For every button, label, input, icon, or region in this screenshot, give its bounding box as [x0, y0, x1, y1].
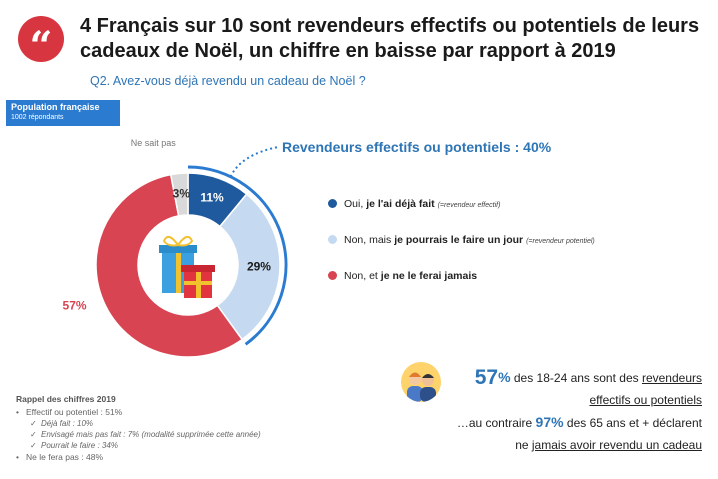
- recall-2019: Rappel des chiffres 2019 • Effectif ou po…: [16, 394, 261, 463]
- population-badge: Population française 1002 répondants: [6, 100, 120, 126]
- age-stat: 57% des 18-24 ans sont des revendeurs ef…: [412, 366, 702, 456]
- slice-label: 57%: [63, 298, 87, 312]
- recall-subline: ✓ Déjà fait : 10%: [30, 419, 94, 428]
- slice-label: 11%: [200, 190, 224, 204]
- survey-question: Q2. Avez-vous déjà revendu un cadeau de …: [90, 74, 366, 88]
- legend-label: Non, mais je pourrais le faire un jour (…: [344, 234, 595, 246]
- population-subtitle: 1002 répondants: [11, 114, 64, 121]
- gift-icon: [159, 235, 215, 298]
- page-title: 4 Français sur 10 sont revendeurs effect…: [80, 15, 700, 62]
- stat-line: 57% des 18-24 ans sont des revendeurs: [474, 366, 702, 389]
- recall-line: • Effectif ou potentiel : 51%: [16, 407, 123, 417]
- callout-total: Revendeurs effectifs ou potentiels : 40%: [282, 139, 552, 155]
- check-icon: ✓: [30, 419, 37, 428]
- slice-label: 3%: [173, 186, 191, 200]
- legend-swatch: [328, 235, 337, 244]
- highlight-arc: [187, 165, 288, 346]
- stat-line: effectifs ou potentiels: [589, 393, 702, 407]
- legend-label: Oui, je l'ai déjà fait (=revendeur effec…: [344, 198, 501, 210]
- check-icon: ✓: [30, 441, 37, 450]
- callout-connector: [229, 146, 279, 178]
- slice-label: 29%: [247, 259, 271, 273]
- donut-slice: [216, 193, 281, 341]
- stat-line: …au contraire 97% des 65 ans et + déclar…: [456, 414, 702, 430]
- recall-subline: ✓ Envisagé mais pas fait : 7% (modalité s…: [30, 430, 261, 439]
- recall-subline: ✓ Pourrait le faire : 34%: [30, 441, 118, 450]
- quote-icon: “: [18, 16, 64, 70]
- population-title: Population française: [11, 102, 100, 112]
- legend-swatch: [328, 271, 337, 280]
- stat-line: ne jamais avoir revendu un cadeau: [515, 438, 702, 452]
- outside-label: Ne sait pas: [131, 138, 177, 148]
- recall-line: • Ne le fera pas : 48%: [16, 452, 104, 462]
- donut-slice: [95, 173, 244, 358]
- recall-title: Rappel des chiffres 2019: [16, 394, 116, 404]
- legend-label: Non, et je ne le ferai jamais: [344, 270, 478, 282]
- legend-swatch: [328, 199, 337, 208]
- donut-slice: [169, 172, 189, 217]
- people-icon: [401, 362, 441, 402]
- check-icon: ✓: [30, 430, 37, 439]
